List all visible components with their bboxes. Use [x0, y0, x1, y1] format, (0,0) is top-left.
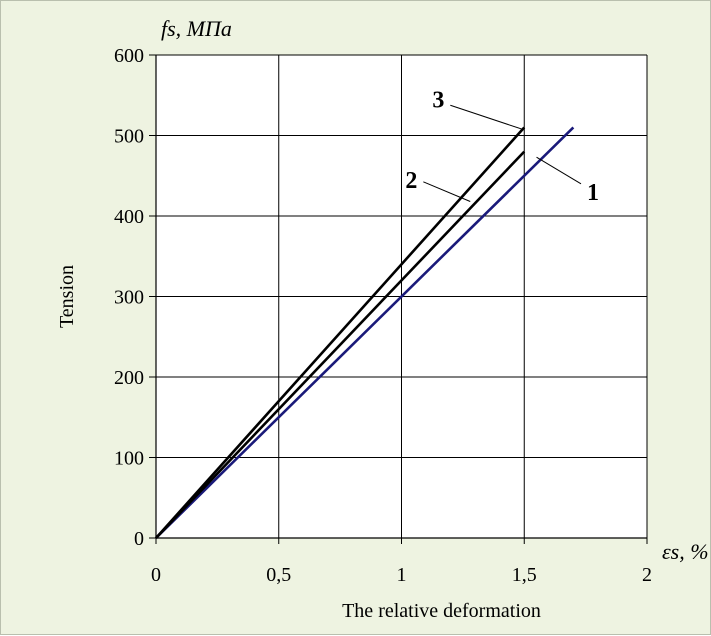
y-tick-label: 100	[114, 448, 144, 470]
x-axis-unit-label: εs, %	[662, 539, 709, 564]
x-axis-title: The relative deformation	[342, 600, 541, 622]
y-axis-unit-label: fs, МПа	[161, 16, 232, 41]
y-tick-label: 400	[114, 206, 144, 228]
series-line-3	[155, 126, 526, 539]
x-tick-label: 0,5	[266, 564, 291, 586]
tick-labels: 0 100 200 300 400 500 600 0 0,5 1 1,5 2	[114, 45, 652, 586]
x-tick-label: 2	[642, 564, 652, 586]
series-label-1: 1	[587, 180, 599, 206]
y-tick-label: 200	[114, 367, 144, 389]
series-lines	[155, 126, 575, 539]
y-tick-label: 300	[114, 287, 144, 309]
y-tick-label: 600	[114, 45, 144, 67]
series-label-3: 3	[432, 87, 444, 113]
x-tick-label: 0	[151, 564, 161, 586]
x-tick-label: 1	[397, 564, 407, 586]
series-line-2	[155, 150, 526, 539]
series-line-1	[155, 126, 575, 539]
y-axis-title: Tension	[56, 265, 78, 328]
series-label-2: 2	[405, 168, 417, 194]
series-leaders	[423, 104, 582, 202]
leader-line-2	[423, 181, 471, 202]
leader-line-3	[450, 104, 522, 130]
y-tick-label: 0	[134, 528, 144, 550]
leader-line-1	[536, 156, 582, 185]
series-labels: 1 2 3	[405, 87, 599, 206]
y-tick-label: 500	[114, 126, 144, 148]
x-tick-label: 1,5	[512, 564, 537, 586]
axes	[149, 54, 648, 544]
